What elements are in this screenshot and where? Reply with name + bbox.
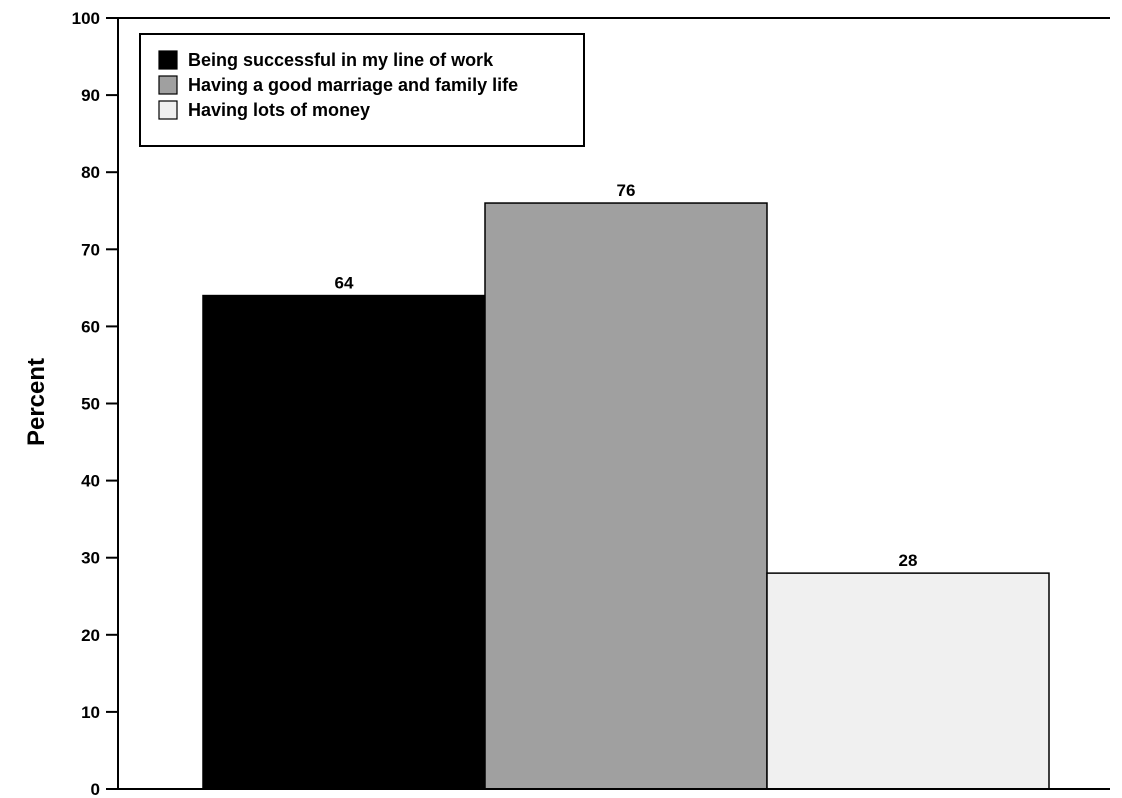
legend-box	[139, 33, 585, 147]
legend-entry: Having lots of money	[188, 100, 370, 120]
y-tick-label: 10	[81, 703, 100, 722]
legend-entry: Being successful in my line of work	[188, 50, 494, 70]
data-labels: 64 76 28	[335, 181, 918, 570]
y-tick-label: 70	[81, 240, 100, 259]
y-tick-label: 30	[81, 549, 100, 568]
y-tick-label: 0	[91, 780, 100, 798]
legend-swatch	[158, 75, 178, 95]
legend-entry: Having a good marriage and family life	[188, 75, 518, 95]
bar-value-label: 76	[617, 181, 636, 200]
bar-value-label: 28	[899, 551, 918, 570]
y-tick-label: 40	[81, 472, 100, 491]
y-axis: 0 10 20 30 40 50 60 70 80 90 100	[72, 9, 119, 798]
y-tick-label: 90	[81, 86, 100, 105]
y-tick-label: 20	[81, 626, 100, 645]
y-tick-label: 60	[81, 317, 100, 336]
bar	[202, 294, 486, 790]
bar	[766, 572, 1050, 790]
legend: Being successful in my line of work Havin…	[139, 33, 585, 147]
legend-swatch	[158, 100, 178, 120]
y-tick-label: 80	[81, 163, 100, 182]
y-axis-label: Percent	[23, 358, 50, 446]
bar-value-label: 64	[335, 274, 354, 293]
bar	[484, 202, 768, 790]
bars	[202, 202, 1050, 790]
y-tick-label: 100	[72, 9, 100, 28]
y-tick-label: 50	[81, 395, 100, 414]
legend-swatch	[158, 50, 178, 70]
